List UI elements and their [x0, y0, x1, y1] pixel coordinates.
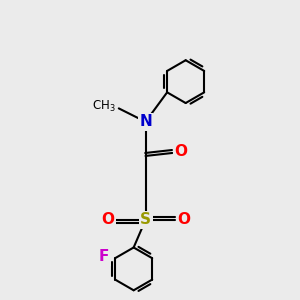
Text: N: N — [139, 114, 152, 129]
Text: O: O — [101, 212, 114, 227]
Text: O: O — [177, 212, 190, 227]
Text: CH$_3$: CH$_3$ — [92, 99, 115, 115]
Text: S: S — [140, 212, 151, 227]
Text: F: F — [99, 249, 109, 264]
Text: O: O — [174, 144, 187, 159]
